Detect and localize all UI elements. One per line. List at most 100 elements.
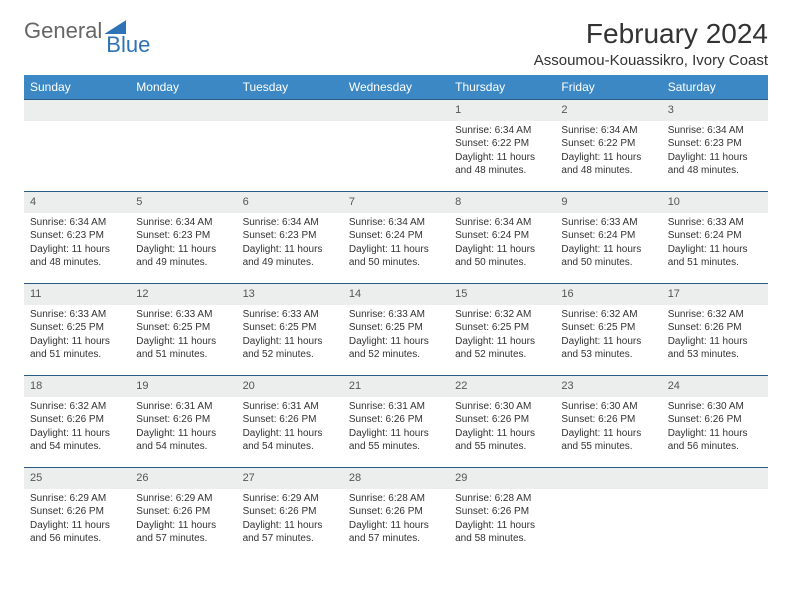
calendar-day-cell xyxy=(237,100,343,192)
day-number: 20 xyxy=(237,376,343,397)
day-number-empty xyxy=(662,468,768,489)
calendar-day-cell: 18 Sunrise: 6:32 AMSunset: 6:26 PMDayligh… xyxy=(24,376,130,468)
day-number: 12 xyxy=(130,284,236,305)
calendar-day-cell xyxy=(555,468,661,560)
calendar-week-row: 25Sunrise: 6:29 AMSunset: 6:26 PMDayligh… xyxy=(24,468,768,560)
weekday-header: Tuesday xyxy=(237,75,343,100)
day-number: 15 xyxy=(449,284,555,305)
day-content: 8Sunrise: 6:34 AMSunset: 6:24 PMDaylight… xyxy=(449,192,555,276)
day-content: 24Sunrise: 6:30 AMSunset: 6:26 PMDayligh… xyxy=(662,376,768,460)
weekday-header: Wednesday xyxy=(343,75,449,100)
day-content: 17 Sunrise: 6:32 AMSunset: 6:26 PMDayligh… xyxy=(662,284,768,368)
day-number-empty xyxy=(130,100,236,121)
day-details: Sunrise: 6:34 AMSunset: 6:24 PMDaylight:… xyxy=(349,216,443,270)
day-content: 6Sunrise: 6:34 AMSunset: 6:23 PMDaylight… xyxy=(237,192,343,276)
title-block: February 2024 Assoumou-Kouassikro, Ivory… xyxy=(534,18,768,69)
day-number-empty xyxy=(24,100,130,121)
day-details: Sunrise: 6:29 AMSunset: 6:26 PMDaylight:… xyxy=(243,492,337,546)
calendar-day-cell: 3 Sunrise: 6:34 AMSunset: 6:23 PMDaylight… xyxy=(662,100,768,192)
day-content: 16Sunrise: 6:32 AMSunset: 6:25 PMDayligh… xyxy=(555,284,661,368)
day-details: Sunrise: 6:31 AMSunset: 6:26 PMDaylight:… xyxy=(243,400,337,454)
calendar-day-cell: 25Sunrise: 6:29 AMSunset: 6:26 PMDayligh… xyxy=(24,468,130,560)
day-number: 10 xyxy=(662,192,768,213)
day-details: Sunrise: 6:34 AMSunset: 6:22 PMDaylight:… xyxy=(561,124,655,178)
weekday-header: Thursday xyxy=(449,75,555,100)
weekday-header: Sunday xyxy=(24,75,130,100)
day-number: 16 xyxy=(555,284,661,305)
day-content: 19Sunrise: 6:31 AMSunset: 6:26 PMDayligh… xyxy=(130,376,236,460)
day-number-empty xyxy=(237,100,343,121)
day-details: Sunrise: 6:32 AMSunset: 6:26 PMDaylight:… xyxy=(668,308,762,362)
day-content: 15 Sunrise: 6:32 AMSunset: 6:25 PMDayligh… xyxy=(449,284,555,368)
calendar-day-cell: 8Sunrise: 6:34 AMSunset: 6:24 PMDaylight… xyxy=(449,192,555,284)
weekday-header: Monday xyxy=(130,75,236,100)
calendar-week-row: 11Sunrise: 6:33 AMSunset: 6:25 PMDayligh… xyxy=(24,284,768,376)
header: General Blue February 2024 Assoumou-Koua… xyxy=(24,18,768,69)
month-title: February 2024 xyxy=(534,18,768,50)
day-details: Sunrise: 6:29 AMSunset: 6:26 PMDaylight:… xyxy=(30,492,124,546)
calendar-week-row: 1 Sunrise: 6:34 AMSunset: 6:22 PMDaylight… xyxy=(24,100,768,192)
day-details: Sunrise: 6:28 AMSunset: 6:26 PMDaylight:… xyxy=(455,492,549,546)
day-content: 1Sunrise: 6:34 AMSunset: 6:22 PMDaylight… xyxy=(449,100,555,184)
calendar-day-cell: 21Sunrise: 6:31 AMSunset: 6:26 PMDayligh… xyxy=(343,376,449,468)
day-details: Sunrise: 6:33 AMSunset: 6:25 PMDaylight:… xyxy=(243,308,337,362)
calendar-day-cell: 28Sunrise: 6:28 AMSunset: 6:26 PMDayligh… xyxy=(343,468,449,560)
day-details: Sunrise: 6:28 AMSunset: 6:26 PMDaylight:… xyxy=(349,492,443,546)
day-details: Sunrise: 6:34 AMSunset: 6:23 PMDaylight:… xyxy=(243,216,337,270)
calendar-day-cell: 9 Sunrise: 6:33 AMSunset: 6:24 PMDaylight… xyxy=(555,192,661,284)
day-number: 23 xyxy=(555,376,661,397)
calendar-day-cell: 14Sunrise: 6:33 AMSunset: 6:25 PMDayligh… xyxy=(343,284,449,376)
day-content: 26 Sunrise: 6:29 AMSunset: 6:26 PMDayligh… xyxy=(130,468,236,552)
day-number: 1 xyxy=(449,100,555,121)
calendar-day-cell xyxy=(24,100,130,192)
calendar-day-cell xyxy=(130,100,236,192)
calendar-day-cell: 29 Sunrise: 6:28 AMSunset: 6:26 PMDayligh… xyxy=(449,468,555,560)
day-details: Sunrise: 6:34 AMSunset: 6:23 PMDaylight:… xyxy=(30,216,124,270)
day-details: Sunrise: 6:32 AMSunset: 6:26 PMDaylight:… xyxy=(30,400,124,454)
calendar-day-cell: 13 Sunrise: 6:33 AMSunset: 6:25 PMDayligh… xyxy=(237,284,343,376)
calendar-day-cell: 10 Sunrise: 6:33 AMSunset: 6:24 PMDayligh… xyxy=(662,192,768,284)
day-details: Sunrise: 6:34 AMSunset: 6:23 PMDaylight:… xyxy=(136,216,230,270)
day-details: Sunrise: 6:32 AMSunset: 6:25 PMDaylight:… xyxy=(455,308,549,362)
day-details: Sunrise: 6:33 AMSunset: 6:25 PMDaylight:… xyxy=(349,308,443,362)
day-details: Sunrise: 6:29 AMSunset: 6:26 PMDaylight:… xyxy=(136,492,230,546)
calendar-day-cell: 27Sunrise: 6:29 AMSunset: 6:26 PMDayligh… xyxy=(237,468,343,560)
day-details: Sunrise: 6:33 AMSunset: 6:24 PMDaylight:… xyxy=(668,216,762,270)
day-details: Sunrise: 6:30 AMSunset: 6:26 PMDaylight:… xyxy=(561,400,655,454)
day-number: 5 xyxy=(130,192,236,213)
day-content: 4Sunrise: 6:34 AMSunset: 6:23 PMDaylight… xyxy=(24,192,130,276)
day-number: 18 xyxy=(24,376,130,397)
day-details: Sunrise: 6:31 AMSunset: 6:26 PMDaylight:… xyxy=(136,400,230,454)
day-details: Sunrise: 6:34 AMSunset: 6:23 PMDaylight:… xyxy=(668,124,762,178)
calendar-day-cell: 24Sunrise: 6:30 AMSunset: 6:26 PMDayligh… xyxy=(662,376,768,468)
day-content: 25Sunrise: 6:29 AMSunset: 6:26 PMDayligh… xyxy=(24,468,130,552)
calendar-day-cell: 26 Sunrise: 6:29 AMSunset: 6:26 PMDayligh… xyxy=(130,468,236,560)
calendar-day-cell: 6Sunrise: 6:34 AMSunset: 6:23 PMDaylight… xyxy=(237,192,343,284)
day-content: 21Sunrise: 6:31 AMSunset: 6:26 PMDayligh… xyxy=(343,376,449,460)
calendar-day-cell: 20 Sunrise: 6:31 AMSunset: 6:26 PMDayligh… xyxy=(237,376,343,468)
weekday-header: Friday xyxy=(555,75,661,100)
day-number: 17 xyxy=(662,284,768,305)
day-content: 27Sunrise: 6:29 AMSunset: 6:26 PMDayligh… xyxy=(237,468,343,552)
calendar-day-cell xyxy=(343,100,449,192)
day-content: 2Sunrise: 6:34 AMSunset: 6:22 PMDaylight… xyxy=(555,100,661,184)
day-number: 13 xyxy=(237,284,343,305)
day-number: 29 xyxy=(449,468,555,489)
day-number: 7 xyxy=(343,192,449,213)
day-content: 9 Sunrise: 6:33 AMSunset: 6:24 PMDaylight… xyxy=(555,192,661,276)
location: Assoumou-Kouassikro, Ivory Coast xyxy=(534,52,768,69)
calendar-day-cell: 17 Sunrise: 6:32 AMSunset: 6:26 PMDayligh… xyxy=(662,284,768,376)
day-details: Sunrise: 6:30 AMSunset: 6:26 PMDaylight:… xyxy=(455,400,549,454)
day-number: 8 xyxy=(449,192,555,213)
day-number: 3 xyxy=(662,100,768,121)
day-details: Sunrise: 6:33 AMSunset: 6:24 PMDaylight:… xyxy=(561,216,655,270)
day-content: 12 Sunrise: 6:33 AMSunset: 6:25 PMDayligh… xyxy=(130,284,236,368)
calendar-week-row: 4Sunrise: 6:34 AMSunset: 6:23 PMDaylight… xyxy=(24,192,768,284)
logo: General Blue xyxy=(24,18,150,44)
day-details: Sunrise: 6:33 AMSunset: 6:25 PMDaylight:… xyxy=(136,308,230,362)
calendar-week-row: 18 Sunrise: 6:32 AMSunset: 6:26 PMDayligh… xyxy=(24,376,768,468)
logo-text-blue: Blue xyxy=(106,32,150,58)
day-number: 9 xyxy=(555,192,661,213)
day-number: 26 xyxy=(130,468,236,489)
weekday-header: Saturday xyxy=(662,75,768,100)
